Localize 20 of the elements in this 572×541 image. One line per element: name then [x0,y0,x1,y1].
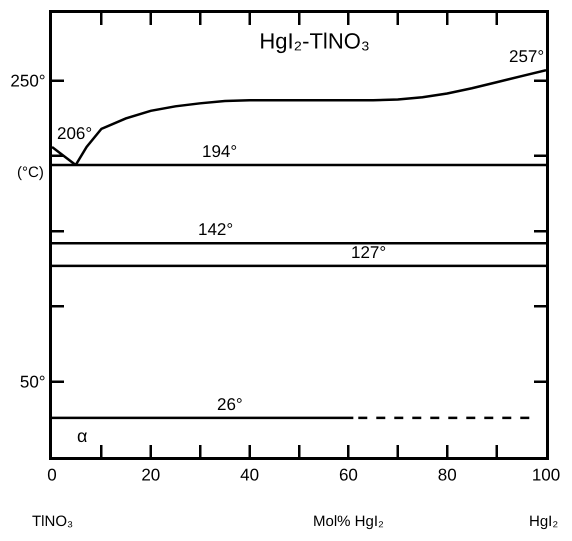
x-tick-label: 100 [532,465,560,484]
x-tick-label: 60 [338,465,358,484]
x-tick-label: 20 [141,465,160,484]
text: HgI₂ [529,513,558,530]
annotation: α [77,426,88,446]
x-tick-label: 0 [47,465,57,484]
x-tick-label: 80 [438,465,457,484]
y-axis-title: (°C) [17,164,44,181]
annotation: 142° [198,220,234,239]
y-tick-label: 50° [20,372,46,392]
x-tick-label: 40 [240,465,260,484]
annotation: 26° [217,395,243,414]
text: HgI₂-TlNO₃ [259,28,370,54]
annotation: 206° [57,124,92,143]
annotation: 194° [202,142,238,161]
text: TlNO₃ [32,513,74,530]
annotation: 257° [509,47,544,66]
annotation: 127° [351,243,386,262]
y-tick-label: 250° [10,72,46,91]
x-axis-title: Mol% HgI₂ [313,513,384,530]
